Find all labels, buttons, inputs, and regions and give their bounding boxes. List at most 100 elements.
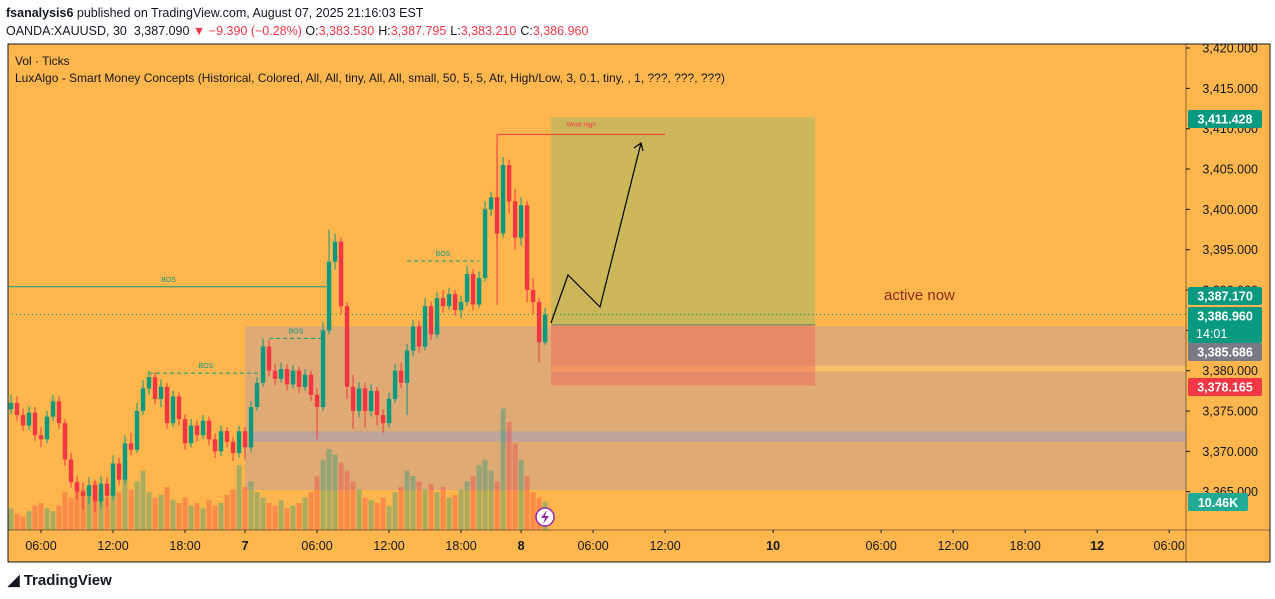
ohlc-key: L:: [450, 24, 461, 38]
volume-bar: [86, 494, 92, 530]
candle-body: [80, 491, 86, 496]
y-tick-label: 3,415.000: [1202, 82, 1258, 96]
volume-bar: [512, 443, 518, 530]
plot-area: BOS BOS BOS BOS Weak High active now: [8, 117, 1186, 530]
volume-bar: [368, 500, 374, 530]
candle-body: [512, 201, 518, 238]
volume-bar: [44, 508, 50, 530]
candle-body: [56, 401, 62, 424]
volume-bar: [248, 481, 254, 530]
candle-body: [422, 306, 428, 347]
event-bolt: [541, 510, 549, 524]
price-label: 3,385.686: [1197, 346, 1253, 360]
zone: [551, 365, 1186, 372]
candle-body: [134, 411, 140, 450]
ohlc-key: O:: [305, 24, 319, 38]
candle-body: [314, 394, 320, 407]
volume-bar: [470, 476, 476, 530]
candle-body: [188, 425, 194, 444]
volume-bar: [164, 486, 170, 530]
volume-bar: [146, 492, 152, 530]
price-label-box: [1188, 110, 1262, 128]
price-label-box: [1188, 343, 1262, 361]
volume-bar: [320, 459, 326, 530]
volume-bar: [380, 497, 386, 530]
candle-body: [536, 302, 542, 343]
volume-bar: [446, 497, 452, 530]
candle-body: [128, 443, 134, 450]
volume-bar: [176, 503, 182, 530]
projection-arrow: [550, 142, 642, 324]
candle-body: [122, 443, 128, 480]
x-tick-label: 12: [1090, 539, 1104, 553]
candle-body: [248, 406, 254, 448]
volume-bar: [62, 492, 68, 530]
volume-bar: [122, 476, 128, 530]
candle-body: [116, 463, 122, 480]
symbol-line: OANDA:XAUUSD, 30 3,387.090 ▼ −9.390 (−0.…: [6, 22, 592, 40]
candle-body: [182, 419, 188, 444]
candle-body: [236, 431, 242, 453]
zone: [245, 326, 1186, 491]
volume-bar: [170, 500, 176, 530]
volume-bar: [140, 470, 146, 530]
x-tick-label: 06:00: [25, 539, 56, 553]
candle-body: [212, 439, 218, 452]
candle-body: [350, 386, 356, 412]
volume-bar: [20, 516, 26, 530]
candle-body: [110, 463, 116, 496]
candle-body: [506, 164, 512, 202]
x-tick-label: 12:00: [97, 539, 128, 553]
volume-bar: [326, 449, 332, 530]
ohlc-value: 3,386.960: [532, 24, 589, 38]
volume-bar: [530, 492, 536, 530]
volume-label: 10.46K: [1198, 496, 1238, 510]
candle-body: [38, 435, 44, 440]
volume-bar: [68, 497, 74, 530]
x-tick-label: 18:00: [169, 539, 200, 553]
volume-bar: [80, 489, 86, 530]
volume-bar: [104, 497, 110, 530]
volume-bar: [158, 494, 164, 530]
candle-body: [332, 241, 338, 262]
y-tick-label: 3,400.000: [1202, 203, 1258, 217]
volume-bar: [230, 489, 236, 530]
candle-body: [434, 298, 440, 335]
candle-body: [206, 420, 212, 440]
candle-body: [380, 415, 386, 424]
countdown: 14:01: [1196, 327, 1227, 341]
volume-bar: [110, 486, 116, 530]
candle-body: [62, 423, 68, 460]
volume-bar: [32, 505, 38, 530]
candle-body: [218, 431, 224, 452]
volume-bar: [350, 481, 356, 530]
candle-body: [464, 273, 470, 303]
volume-bar: [278, 500, 284, 530]
x-tick-label: 06:00: [1154, 539, 1185, 553]
volume-bar: [296, 503, 302, 530]
volume-bar: [356, 489, 362, 530]
candle-body: [470, 273, 476, 305]
candle-body: [68, 459, 74, 483]
candle-body: [302, 374, 308, 387]
volume-bar: [344, 470, 350, 530]
ohlc-value: 3,383.210: [460, 24, 517, 38]
header: fsanalysis6 published on TradingView.com…: [6, 4, 592, 40]
x-tick-label: 8: [518, 539, 525, 553]
candle-body: [374, 390, 380, 416]
candle-body: [92, 485, 98, 502]
published: published on TradingView.com, August 07,…: [76, 6, 424, 20]
candle-body: [74, 482, 80, 492]
volume-bar: [56, 505, 62, 530]
candle-body: [284, 369, 290, 385]
candle-body: [362, 388, 368, 412]
candle-body: [476, 277, 482, 305]
volume-bar: [332, 454, 338, 530]
volume-bar: [482, 459, 488, 530]
candle-body: [452, 294, 458, 311]
ohlc-value: 3,387.795: [390, 24, 447, 38]
ohlc-key: C:: [520, 24, 533, 38]
volume-bar: [386, 505, 392, 530]
candle-body: [146, 377, 152, 389]
candle-body: [386, 398, 392, 424]
